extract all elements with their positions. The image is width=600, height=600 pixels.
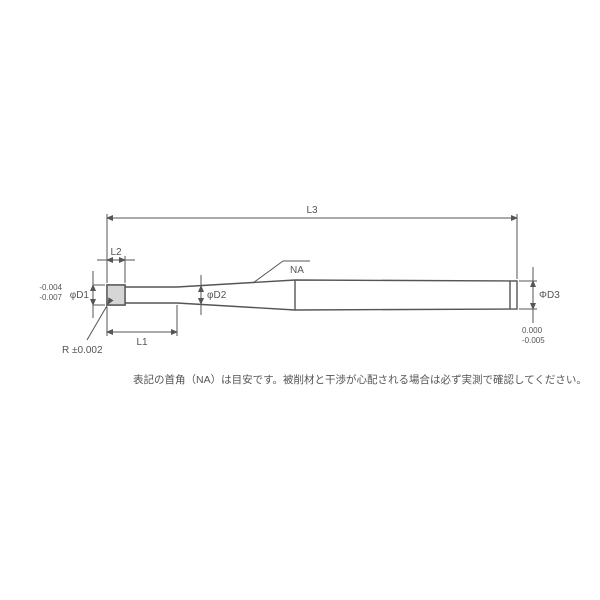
tol-phiD3-upper: 0.000 (522, 326, 543, 335)
dim-phiD1: φD1 -0.004 -0.007 (39, 271, 105, 318)
tip-rect (107, 285, 125, 305)
label-R: R ±0.002 (62, 345, 103, 356)
label-L1: L1 (136, 337, 148, 348)
dim-L1: L1 (107, 305, 177, 348)
label-phiD2: φD2 (207, 290, 227, 301)
dim-R: R ±0.002 (62, 304, 108, 356)
tool-outline (107, 280, 517, 310)
dim-phiD2: φD2 (201, 275, 227, 315)
dim-L2: L2 (97, 247, 135, 283)
label-L2: L2 (110, 247, 122, 258)
label-L3: L3 (306, 205, 318, 216)
tol-phiD3-lower: -0.005 (522, 336, 545, 345)
footnote: 表記の首角（NA）は目安です。被削材と干渉が心配される場合は必ず実測で確認してく… (133, 373, 587, 386)
dim-L3: L3 (107, 205, 517, 283)
tol-phiD1-upper: -0.004 (39, 283, 62, 292)
dim-phiD3: ΦD3 0.000 -0.005 (519, 267, 560, 345)
label-NA: NA (290, 265, 304, 276)
tol-phiD1-lower: -0.007 (39, 293, 62, 302)
label-phiD1: φD1 (70, 290, 90, 301)
label-phiD3: ΦD3 (539, 290, 560, 301)
tool-diagram: L3 L2 L1 NA φD2 φD1 -0.004 -0.00 (0, 0, 600, 600)
